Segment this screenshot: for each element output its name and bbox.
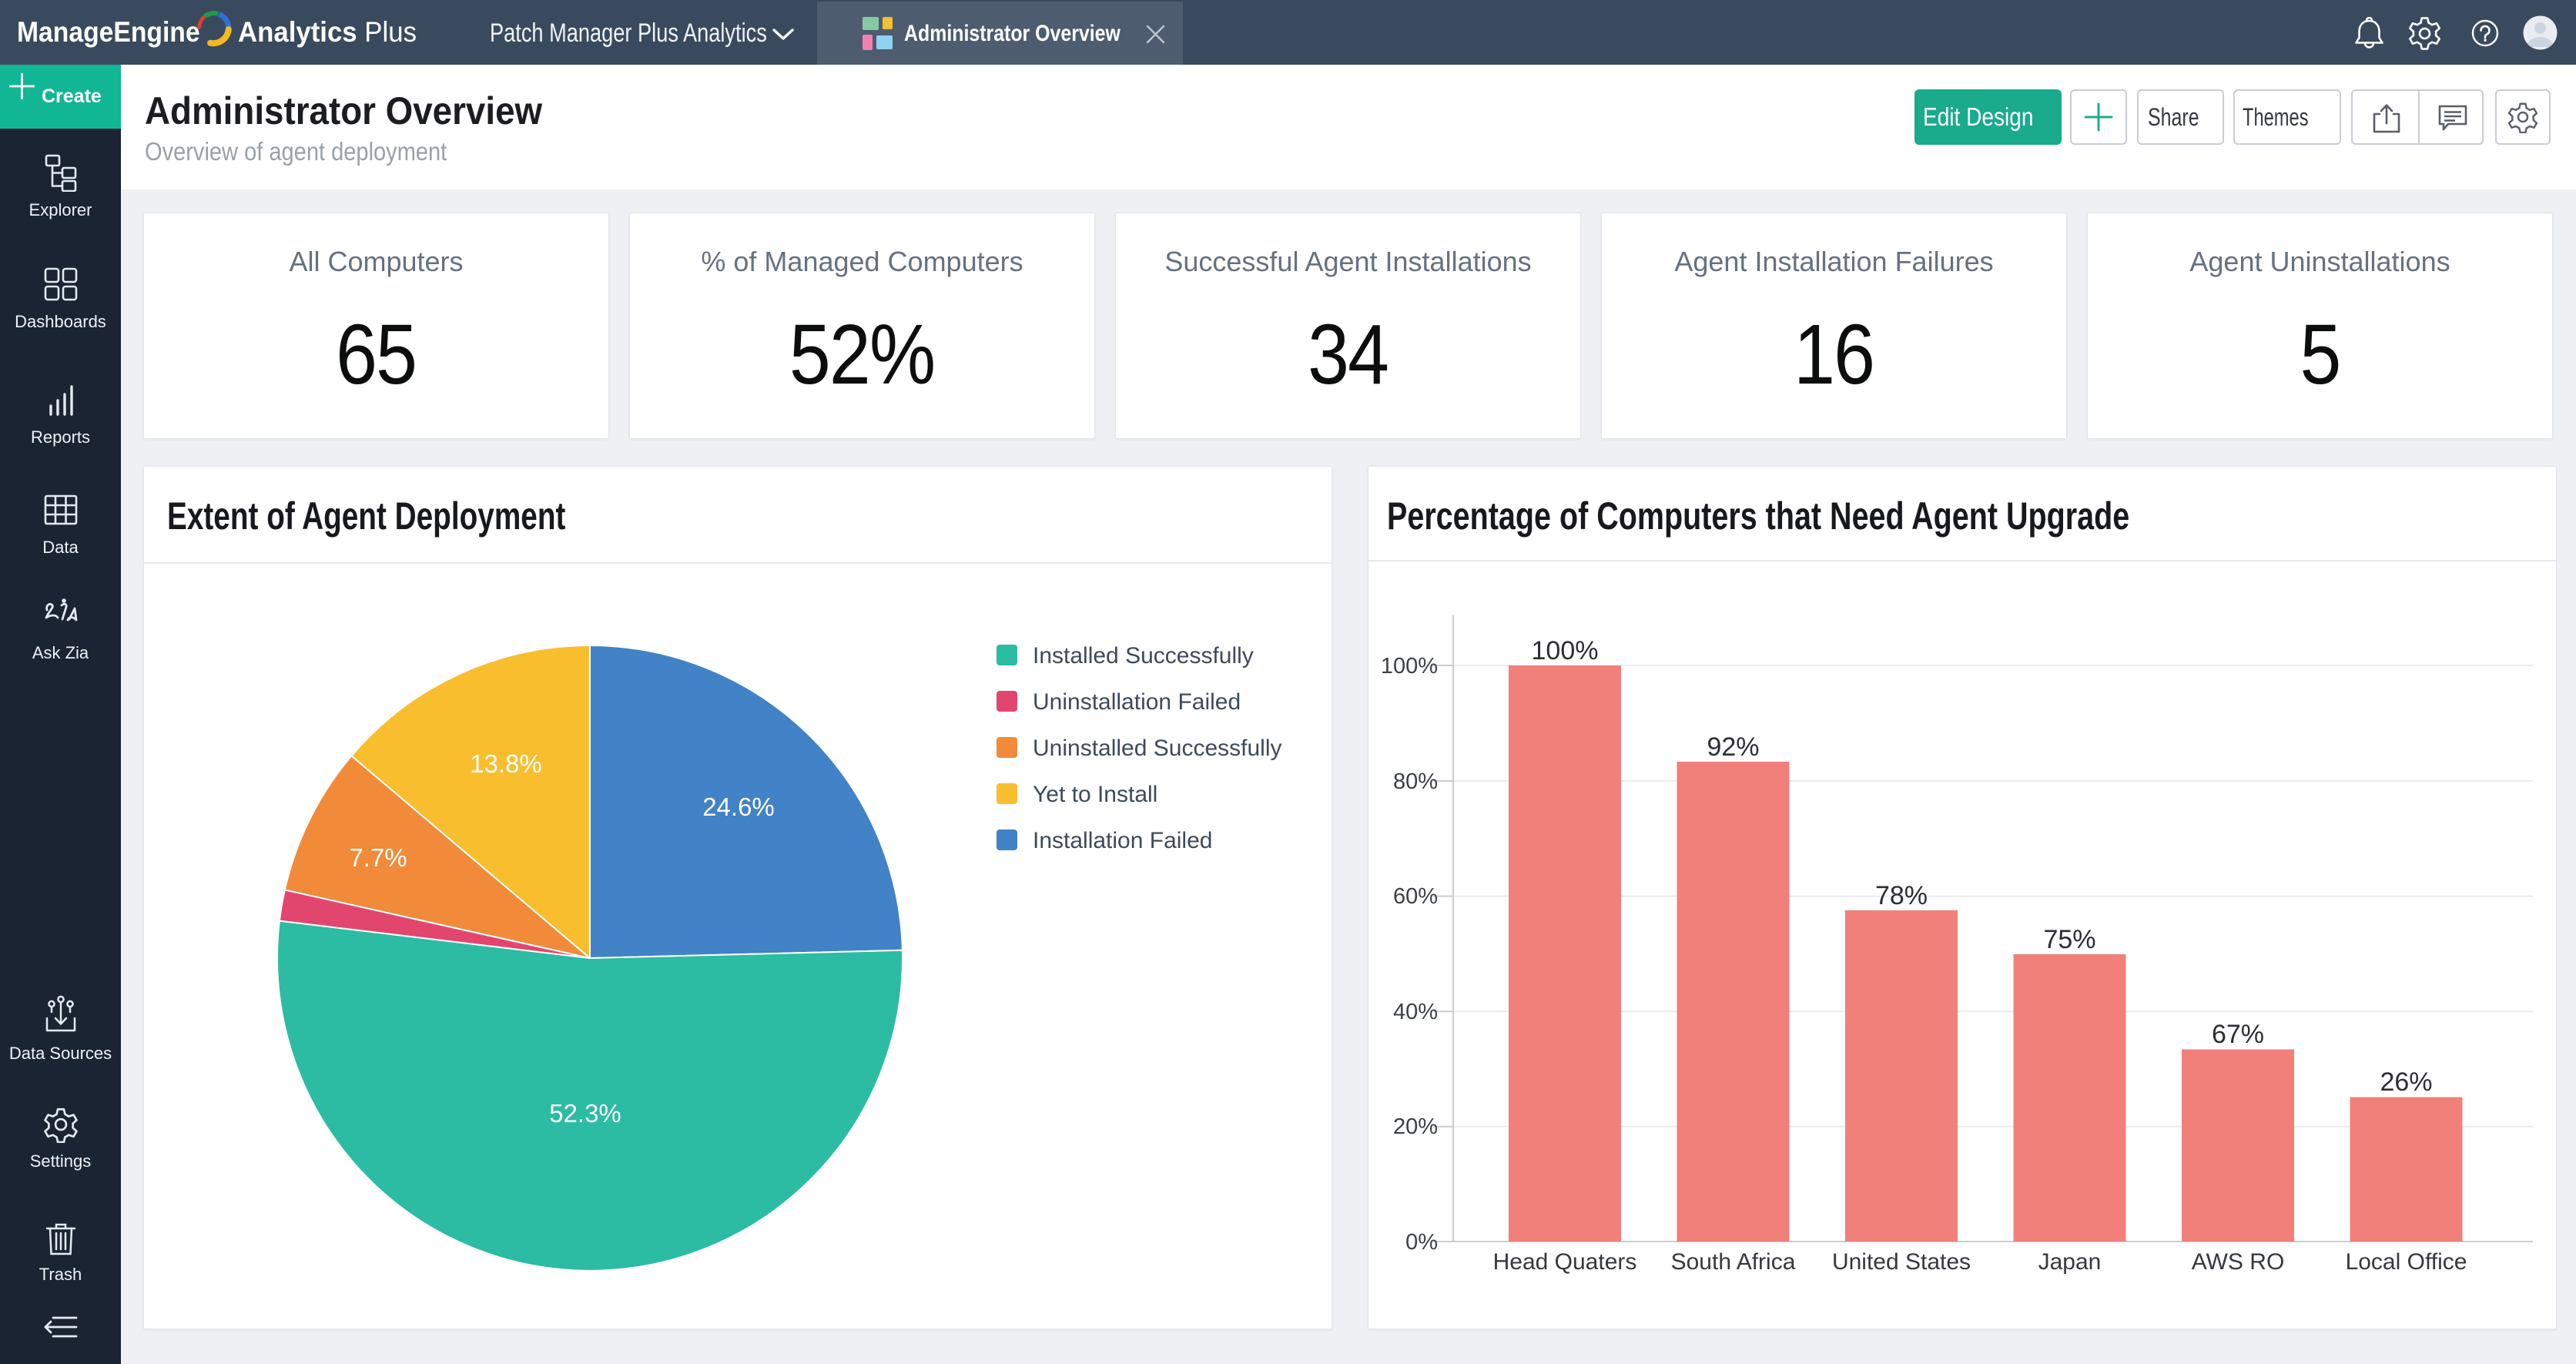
svg-text:7.7%: 7.7%: [349, 843, 407, 872]
svg-text:80%: 80%: [1393, 769, 1438, 794]
svg-text:Head Quaters: Head Quaters: [1493, 1249, 1637, 1275]
svg-text:Installation Failed: Installation Failed: [1033, 828, 1212, 853]
svg-text:AWS RO: AWS RO: [2192, 1249, 2285, 1275]
svg-text:92%: 92%: [1707, 732, 1759, 762]
svg-text:Japan: Japan: [2038, 1249, 2102, 1275]
svg-text:24.6%: 24.6%: [702, 793, 775, 821]
svg-text:Uninstalled Successfully: Uninstalled Successfully: [1033, 736, 1281, 761]
svg-text:0%: 0%: [1405, 1230, 1438, 1255]
svg-text:Uninstallation Failed: Uninstallation Failed: [1033, 689, 1241, 715]
svg-text:67%: 67%: [2212, 1020, 2264, 1049]
svg-text:Local Office: Local Office: [2346, 1249, 2467, 1275]
svg-text:United States: United States: [1832, 1249, 1971, 1275]
svg-text:13.8%: 13.8%: [470, 749, 542, 778]
svg-text:60%: 60%: [1393, 884, 1438, 909]
svg-text:26%: 26%: [2380, 1067, 2432, 1097]
svg-text:Installed Successfully: Installed Successfully: [1033, 643, 1254, 669]
svg-text:75%: 75%: [2043, 925, 2095, 954]
svg-text:52.3%: 52.3%: [549, 1099, 621, 1128]
svg-text:78%: 78%: [1875, 881, 1928, 910]
svg-text:40%: 40%: [1393, 1000, 1438, 1024]
svg-text:100%: 100%: [1381, 654, 1438, 679]
svg-text:100%: 100%: [1532, 636, 1599, 665]
svg-text:Yet to Install: Yet to Install: [1033, 782, 1157, 807]
svg-text:South Africa: South Africa: [1671, 1249, 1796, 1275]
svg-text:20%: 20%: [1393, 1114, 1438, 1139]
